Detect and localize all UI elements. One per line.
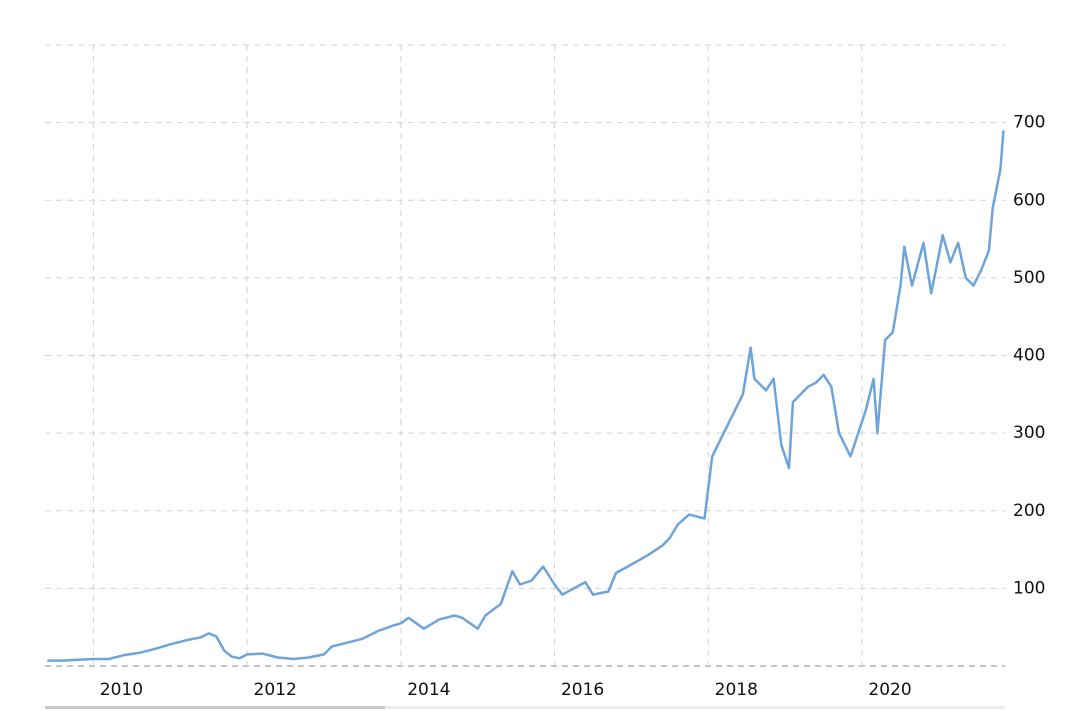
x-tick-label: 2016	[561, 680, 604, 700]
y-tick-label: 500	[1013, 268, 1045, 288]
scrollbar-track	[385, 706, 1005, 709]
x-tick-label: 2010	[100, 680, 143, 700]
y-tick-label: 100	[1013, 578, 1045, 598]
x-tick-label: 2018	[715, 680, 758, 700]
x-tick-label: 2014	[407, 680, 450, 700]
y-tick-label: 700	[1013, 113, 1045, 133]
y-tick-label: 200	[1013, 501, 1045, 521]
x-tick-label: 2012	[254, 680, 297, 700]
y-tick-label: 300	[1013, 423, 1045, 443]
y-tick-label: 400	[1013, 346, 1045, 366]
x-tick-label: 2020	[868, 680, 911, 700]
price-line	[47, 130, 1005, 662]
y-tick-label: 600	[1013, 190, 1045, 210]
scrollbar	[45, 706, 385, 709]
